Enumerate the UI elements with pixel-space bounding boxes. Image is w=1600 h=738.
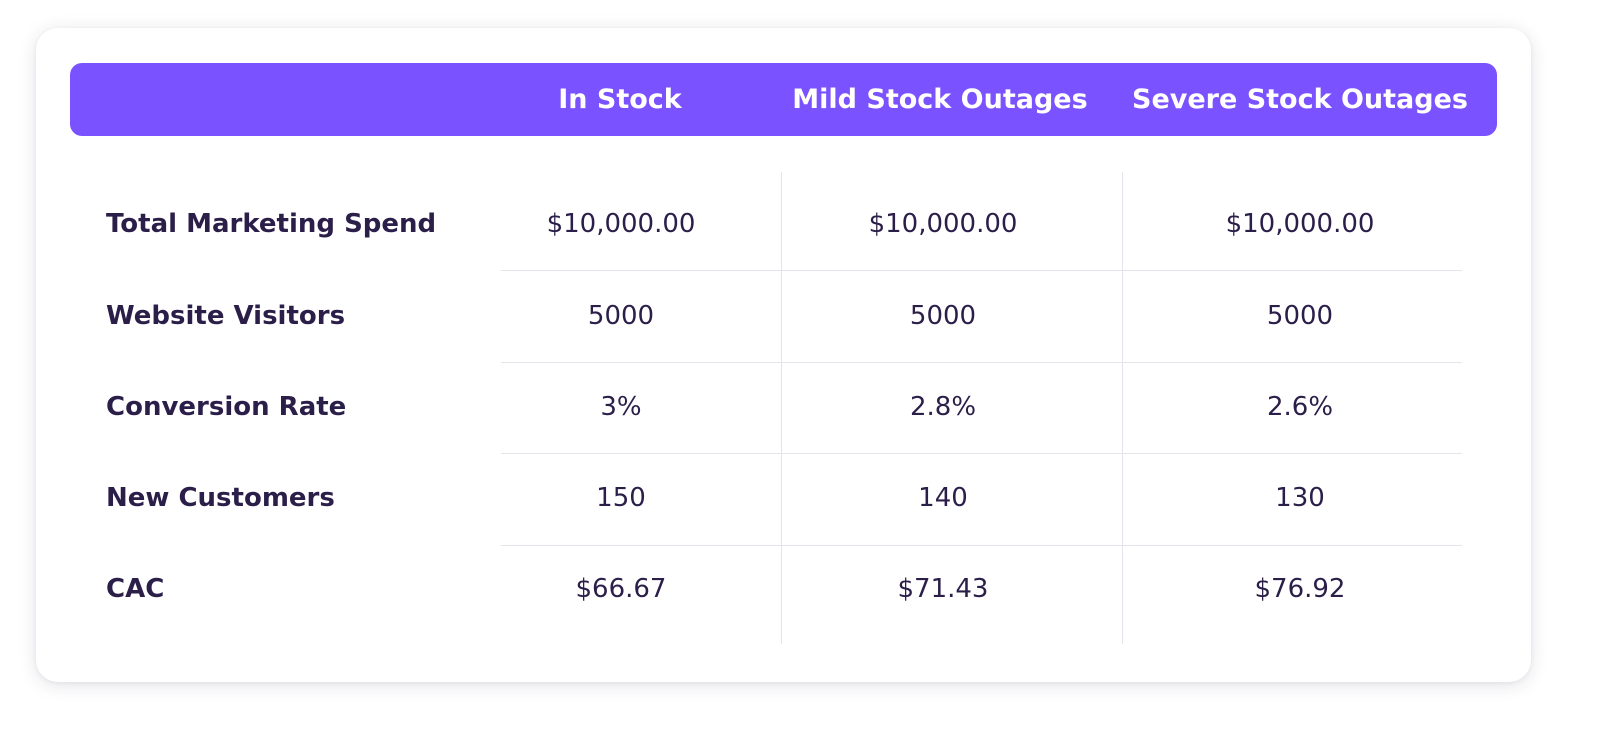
column-header-in-stock: In Stock	[558, 84, 682, 115]
column-header-severe-stock-outages: Severe Stock Outages	[1132, 84, 1468, 115]
table-cell: 5000	[587, 301, 655, 331]
table-cell: $66.67	[575, 574, 667, 604]
column-header-mild-stock-outages: Mild Stock Outages	[792, 84, 1088, 115]
table-cell: $71.43	[897, 574, 989, 604]
table-cell: 3%	[600, 392, 642, 422]
table-card	[36, 28, 1531, 682]
table-cell: $76.92	[1254, 574, 1346, 604]
table-cell: $10,000.00	[1225, 209, 1375, 239]
table-cell: $10,000.00	[546, 209, 696, 239]
row-divider	[501, 270, 1462, 271]
table-cell: 2.6%	[1266, 392, 1334, 422]
table-cell: 5000	[1266, 301, 1334, 331]
column-divider	[1122, 172, 1123, 644]
table-header: In Stock Mild Stock Outages Severe Stock…	[70, 63, 1497, 136]
row-divider	[501, 453, 1462, 454]
row-label-cac: CAC	[106, 574, 165, 604]
row-label-website-visitors: Website Visitors	[106, 301, 346, 331]
table-cell: 130	[1275, 483, 1325, 513]
row-label-total-marketing-spend: Total Marketing Spend	[106, 209, 437, 239]
table-cell: 5000	[909, 301, 977, 331]
row-label-conversion-rate: Conversion Rate	[106, 392, 347, 422]
table-cell: 150	[596, 483, 646, 513]
row-label-new-customers: New Customers	[106, 483, 335, 513]
row-divider	[501, 545, 1462, 546]
column-divider	[781, 172, 782, 644]
table-cell: $10,000.00	[868, 209, 1018, 239]
table-cell: 140	[918, 483, 968, 513]
table-cell: 2.8%	[909, 392, 977, 422]
row-divider	[501, 362, 1462, 363]
